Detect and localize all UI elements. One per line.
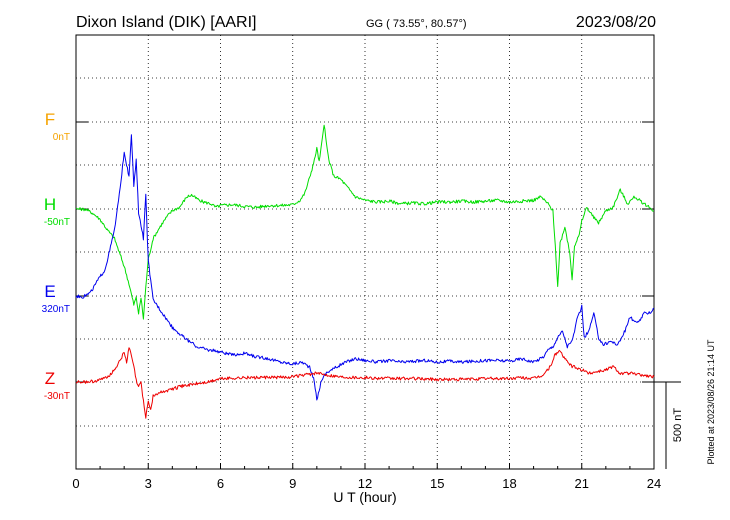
x-tick-label: 15 (430, 476, 444, 491)
series-layer (75, 124, 655, 419)
x-tick-label: 21 (575, 476, 589, 491)
station-coords: GG ( 73.55°, 80.57°) (366, 18, 467, 30)
grid-lines (76, 35, 654, 469)
series-labels: F 0nT H -50nT E 320nT Z -30nT (42, 110, 70, 402)
series-line-h (75, 124, 655, 320)
x-tick-label: 0 (72, 476, 79, 491)
x-tick-label: 6 (217, 476, 224, 491)
plotted-at-note: Plotted at 2023/08/26 21:14 UT (706, 339, 716, 465)
series-baseline-e: 320nT (42, 304, 70, 315)
scale-bar: 500 nT (654, 381, 684, 469)
scale-bar-label: 500 nT (672, 408, 684, 443)
x-axis-label: U T (hour) (333, 489, 396, 505)
series-name-h: H (44, 195, 56, 214)
series-name-e: E (44, 282, 55, 301)
x-tick-label: 3 (145, 476, 152, 491)
plot-date: 2023/08/20 (576, 14, 656, 31)
series-name-z: Z (45, 369, 55, 388)
x-tick-label: 24 (647, 476, 661, 491)
series-line-z (75, 347, 655, 419)
station-title: Dixon Island (DIK) [AARI] (76, 14, 257, 31)
x-tick-label: 12 (358, 476, 372, 491)
series-baseline-f: 0nT (53, 132, 70, 143)
series-line-e (75, 134, 655, 401)
series-baseline-z: -30nT (44, 391, 70, 402)
series-baseline-h: -50nT (44, 217, 70, 228)
x-tick-label: 9 (289, 476, 296, 491)
x-tick-label: 18 (502, 476, 516, 491)
series-name-f: F (45, 110, 55, 129)
axis-ticks: 0 3 6 9 12 15 18 21 24 (72, 121, 661, 491)
